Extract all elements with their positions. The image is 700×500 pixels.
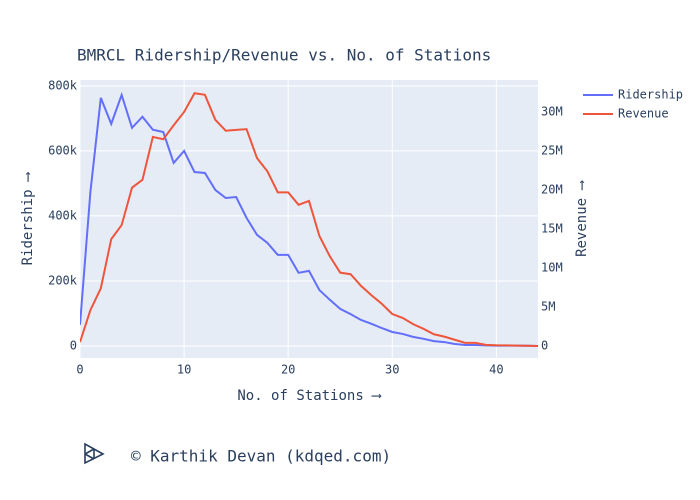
x-axis-title: No. of Stations ⟶: [237, 388, 382, 404]
legend-label: Ridership: [618, 88, 683, 102]
x-tick-label: 30: [385, 363, 399, 377]
legend-label: Revenue: [618, 107, 669, 121]
x-tick-label: 10: [177, 363, 191, 377]
y-tick-label: 800k: [48, 78, 78, 92]
x-tick-label: 40: [489, 363, 503, 377]
grid: [79, 80, 538, 358]
logo: [84, 442, 105, 465]
y-tick-label: 600k: [48, 143, 78, 157]
y2-tick-label: 5M: [541, 299, 555, 313]
x-tick-label: 0: [76, 363, 83, 377]
footer: © Karthik Devan (kdqed.com): [131, 447, 391, 466]
series-line: [80, 91, 538, 347]
y-tick-label: 0: [70, 338, 77, 352]
y2-tick-label: 15M: [541, 221, 563, 235]
y-tick-label: 400k: [48, 208, 78, 222]
y-tick-label: 200k: [48, 273, 78, 287]
y2-tick-label: 10M: [541, 260, 563, 274]
y2-axis-title: Revenue ⟶: [574, 180, 590, 257]
plot-area: [80, 80, 538, 358]
y2-tick-label: 20M: [541, 182, 563, 196]
y2-tick-label: 0: [541, 338, 548, 352]
chart-title: BMRCL Ridership/Revenue vs. No. of Stati…: [77, 46, 491, 65]
y-axis-title: Ridership ⟶: [20, 171, 36, 265]
series-line: [80, 92, 538, 347]
lines: [80, 91, 538, 347]
y2-tick-label: 30M: [541, 104, 563, 118]
x-tick-label: 20: [281, 363, 295, 377]
y2-tick-label: 25M: [541, 143, 563, 157]
